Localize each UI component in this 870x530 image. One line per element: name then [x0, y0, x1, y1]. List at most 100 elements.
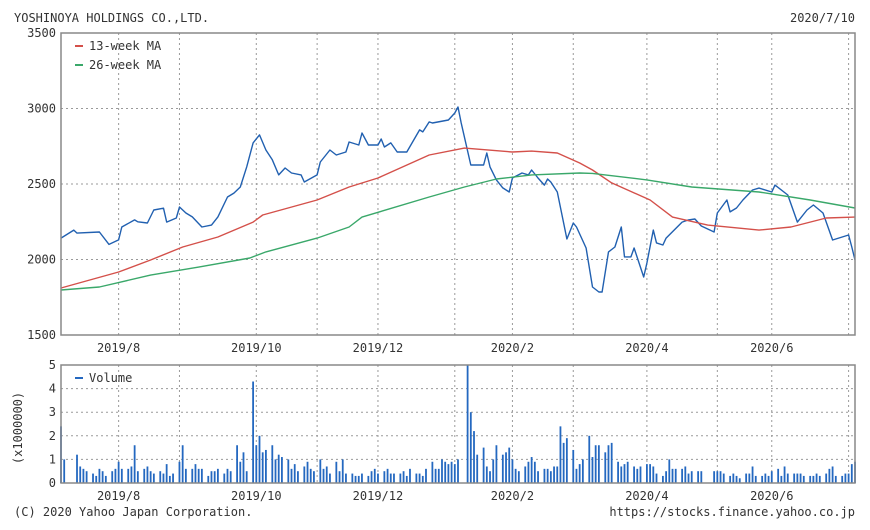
volume-bar	[370, 471, 373, 483]
volume-bar	[383, 471, 386, 483]
volume-bar	[559, 426, 562, 483]
volume-bar	[361, 473, 363, 483]
volume-bar	[761, 475, 764, 483]
volume-bar	[802, 475, 805, 483]
source-url[interactable]: https://stocks.finance.yahoo.co.jp	[609, 505, 855, 519]
volume-bar	[239, 461, 242, 483]
volume-bar	[431, 461, 434, 483]
volume-bar	[277, 454, 280, 483]
y-tick-label: 2	[49, 429, 56, 443]
volume-bar	[168, 475, 171, 483]
volume-bar	[210, 471, 213, 483]
volume-bar	[847, 473, 850, 483]
volume-bar	[620, 466, 623, 483]
company-title: YOSHINOYA HOLDINGS CO.,LTD.	[14, 11, 209, 25]
x-tick-label: 2020/2	[491, 341, 534, 355]
volume-bar	[562, 442, 565, 483]
volume-bar	[473, 431, 475, 483]
volume-bar	[543, 468, 546, 483]
volume-bar	[597, 445, 600, 483]
volume-bar	[405, 475, 408, 483]
volume-bar	[252, 381, 254, 483]
x-tick-label: 2020/4	[625, 341, 668, 355]
y-tick-label: 3000	[27, 102, 56, 116]
volume-bar	[313, 471, 315, 483]
volume-bar	[261, 452, 264, 483]
y-tick-label: 2500	[27, 177, 56, 191]
volume-bar	[117, 461, 120, 483]
volume-bar	[207, 475, 210, 483]
volume-bar	[572, 449, 575, 483]
x-tick-label: 2019/8	[97, 489, 140, 503]
volume-bar	[681, 468, 684, 483]
volume-bar	[402, 471, 405, 483]
volume-bar	[287, 459, 290, 483]
volume-bar	[700, 471, 703, 483]
volume-bar	[469, 412, 472, 483]
volume-bar	[133, 445, 136, 483]
volume-bar	[588, 435, 591, 483]
volume-bar	[191, 468, 194, 483]
volume-bar	[242, 452, 245, 483]
volume-bar	[172, 473, 174, 483]
volume-bar	[367, 475, 370, 483]
volume-bar	[437, 468, 440, 483]
x-tick-label: 2019/12	[353, 341, 404, 355]
volume-bar	[92, 473, 94, 483]
volume-bar	[639, 466, 642, 483]
volume-bar	[556, 466, 559, 483]
volume-bar	[729, 475, 732, 483]
volume-bar	[159, 471, 162, 483]
x-tick-label: 2020/4	[625, 489, 668, 503]
volume-bar	[229, 471, 232, 483]
volume-bar	[671, 468, 674, 483]
copyright-text: (C) 2020 Yahoo Japan Corporation.	[14, 505, 252, 519]
volume-bar	[453, 464, 456, 483]
y-tick-label: 2000	[27, 253, 56, 267]
volume-bar	[309, 468, 312, 483]
volume-bar	[200, 468, 203, 483]
volume-bar	[786, 473, 789, 483]
volume-bar	[508, 447, 511, 483]
volume-bar	[319, 459, 322, 483]
volume-bar	[476, 454, 479, 483]
price-legend: 13-week MA 26-week MA	[75, 39, 162, 72]
volume-bar	[530, 457, 533, 483]
volume-bar	[447, 464, 450, 483]
volume-bar	[393, 473, 395, 483]
volume-bar	[716, 471, 719, 483]
volume-bar	[751, 466, 754, 483]
volume-bar	[415, 473, 418, 483]
volume-bar	[136, 471, 139, 483]
volume-bar	[665, 471, 668, 483]
volume-bar	[389, 473, 392, 483]
volume-bar	[341, 459, 344, 483]
volume-bar	[764, 473, 767, 483]
volume-bar	[505, 452, 507, 483]
volume-bar	[373, 468, 376, 483]
volume-bar	[63, 459, 66, 483]
volume-bar	[457, 459, 459, 483]
volume-bar	[546, 468, 549, 483]
x-tick-label: 2020/6	[750, 341, 793, 355]
volume-bar	[770, 471, 773, 483]
y-tick-label: 0	[49, 476, 56, 490]
volume-bar	[492, 459, 495, 483]
price-plot-frame	[60, 32, 856, 336]
volume-bar	[255, 445, 258, 483]
volume-bar	[303, 466, 306, 483]
volume-bar	[226, 468, 229, 483]
volume-bar	[626, 461, 629, 483]
y-tick-label: 1500	[27, 328, 56, 342]
volume-bar	[450, 461, 453, 483]
volume-bar	[511, 459, 514, 483]
ma13-line	[60, 147, 856, 289]
volume-bar	[194, 464, 197, 483]
volume-bar	[444, 461, 447, 483]
y-tick-label: 1	[49, 452, 56, 466]
volume-plot-frame	[60, 364, 856, 484]
x-tick-label: 2019/10	[231, 341, 282, 355]
volume-bar	[674, 468, 677, 483]
y-tick-label: 3500	[27, 26, 56, 40]
volume-bar	[146, 466, 149, 483]
